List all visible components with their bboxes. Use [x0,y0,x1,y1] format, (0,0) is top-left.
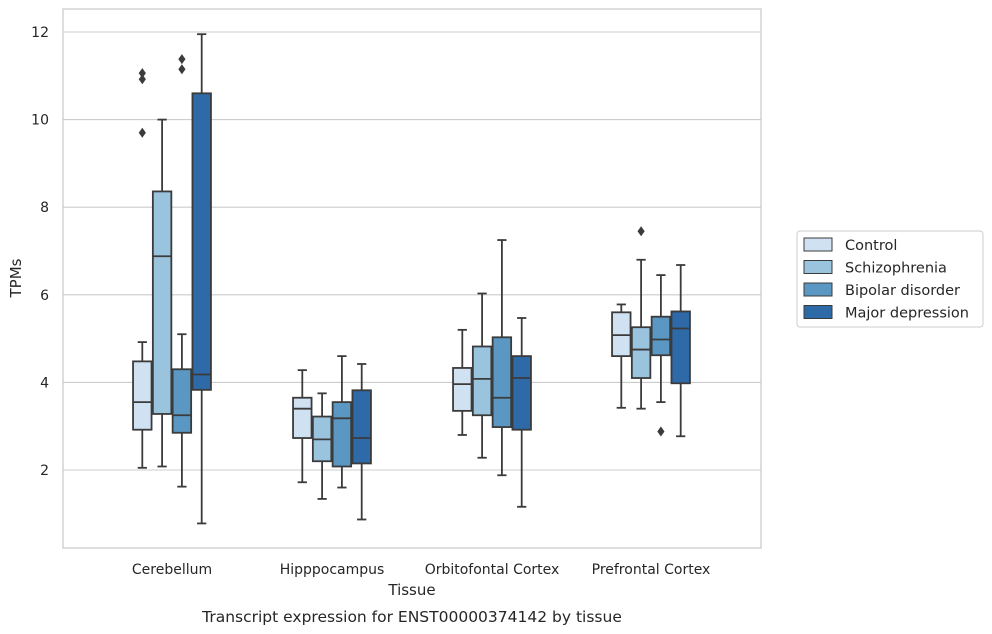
box [132,341,153,469]
x-tick-label: Orbitofontal Cortex [425,562,560,578]
box-body [292,396,313,439]
x-tick-label: Cerebellum [132,562,212,578]
box [471,292,493,459]
chart-caption: Transcript expression for ENST0000037414… [201,608,622,626]
legend-swatch [803,282,833,297]
x-tick-label: Hipppocampus [280,562,385,578]
plot-frame [62,8,762,549]
box [151,118,173,468]
legend-swatch [803,260,833,274]
y-tick-label: 6 [40,288,49,304]
box-body [630,326,652,379]
outlier-point [178,54,186,65]
box [511,317,532,508]
box [452,328,473,436]
box [351,363,372,521]
outlier-point [138,127,146,138]
y-axis-title: TPMs [7,258,25,298]
x-axis-title: Tissue [387,581,435,599]
legend: Control Schizophrenia Bipolar disorder Majo… [796,230,984,328]
y-tick-label: 2 [40,463,49,479]
box-body [471,345,493,417]
outlier-point [637,226,645,237]
y-tick-label: 4 [40,375,49,391]
box [670,264,691,438]
box-body [511,355,532,431]
x-tick-labels: Cerebellum Hipppocampus Orbitofontal Corte… [132,562,710,578]
box-body [151,190,173,415]
box [292,369,313,484]
outlier-point [138,74,146,85]
legend-swatch [803,305,833,319]
box-body [191,92,212,391]
y-tick-label: 12 [31,25,49,41]
legend-swatch [803,237,833,252]
box-body [331,401,353,468]
box [491,239,513,477]
box [611,303,632,409]
box-body [670,310,691,385]
outlier-point [657,426,665,437]
box [630,258,652,410]
box-body [351,389,372,465]
legend-frame [796,230,984,328]
box [650,274,672,404]
x-tick-label: Prefrontal Cortex [592,562,711,578]
y-tick-labels: 2 4 6 8 10 12 [31,25,49,479]
legend-label: Schizophrenia [845,261,947,277]
legend-label: Bipolar disorder [845,283,960,299]
box [331,355,353,489]
legend-label: Major depression [845,306,969,322]
box [191,33,212,525]
y-tick-label: 8 [40,200,49,216]
box [171,333,193,488]
box [311,392,333,500]
outlier-point [178,64,186,75]
box-body [491,336,513,428]
y-tick-label: 10 [31,113,49,129]
outlier-point [138,68,146,79]
boxes [132,33,691,525]
box-body [171,368,193,434]
box-body [452,367,473,412]
legend-label: Control [845,238,897,254]
box-body [132,360,153,431]
box-body [650,315,672,357]
